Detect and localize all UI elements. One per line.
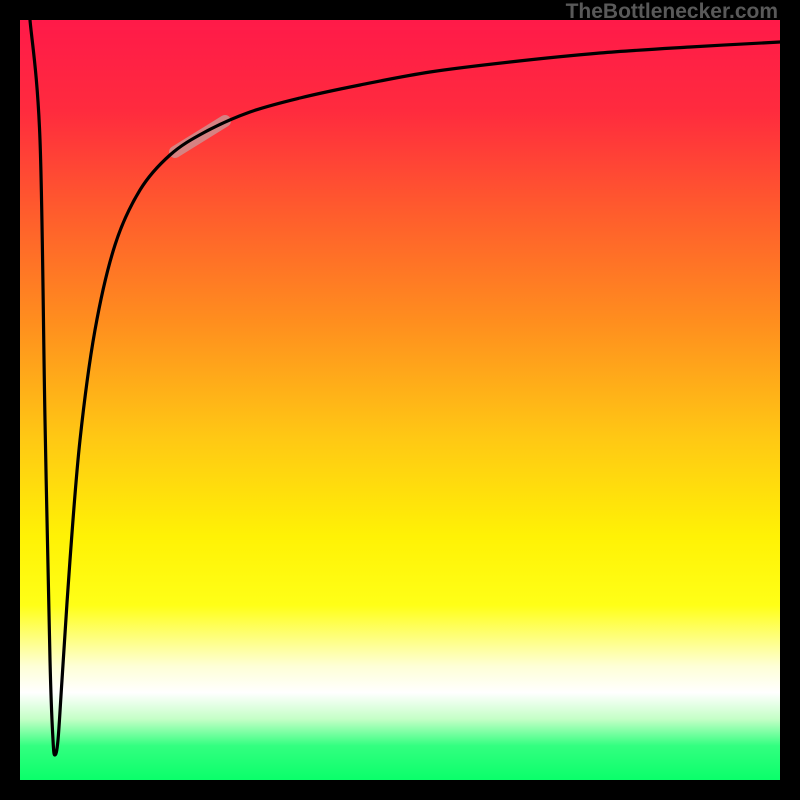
bottleneck-curve [30, 20, 780, 755]
attribution-text: TheBottlenecker.com [566, 0, 778, 24]
curve-layer [20, 20, 780, 780]
plot-area [20, 20, 780, 780]
chart-frame: TheBottlenecker.com [0, 0, 800, 800]
